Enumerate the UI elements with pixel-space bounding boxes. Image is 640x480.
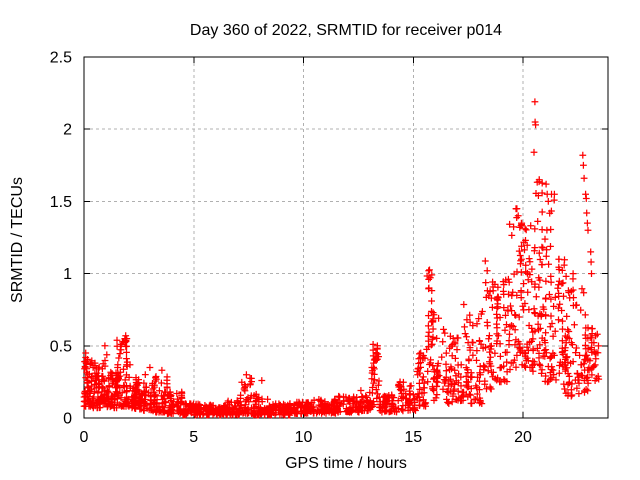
- chart-title: Day 360 of 2022, SRMTID for receiver p01…: [190, 22, 502, 39]
- y-tick-label: 2: [63, 122, 72, 139]
- grid-lines: [84, 57, 608, 418]
- y-tick-label: 0.5: [50, 338, 72, 355]
- x-axis-label: GPS time / hours: [285, 455, 407, 472]
- x-tick-label: 20: [514, 429, 532, 446]
- y-axis-label: SRMTID / TECUs: [9, 177, 26, 303]
- plot-border: [83, 56, 609, 419]
- y-tick-label: 0: [63, 411, 72, 428]
- axis-ticks: [83, 56, 608, 419]
- y-tick-label: 1: [63, 266, 72, 283]
- y-tick-label: 2.5: [50, 50, 72, 67]
- x-tick-label: 0: [80, 429, 89, 446]
- tick-labels: 0 5 10 15 20 0 0.5 1 1.5 2 2.5: [50, 50, 532, 447]
- x-tick-label: 5: [189, 429, 198, 446]
- x-tick-label: 10: [295, 429, 313, 446]
- x-tick-label: 15: [404, 429, 422, 446]
- y-tick-label: 1.5: [50, 194, 72, 211]
- scatter-points: [80, 98, 603, 419]
